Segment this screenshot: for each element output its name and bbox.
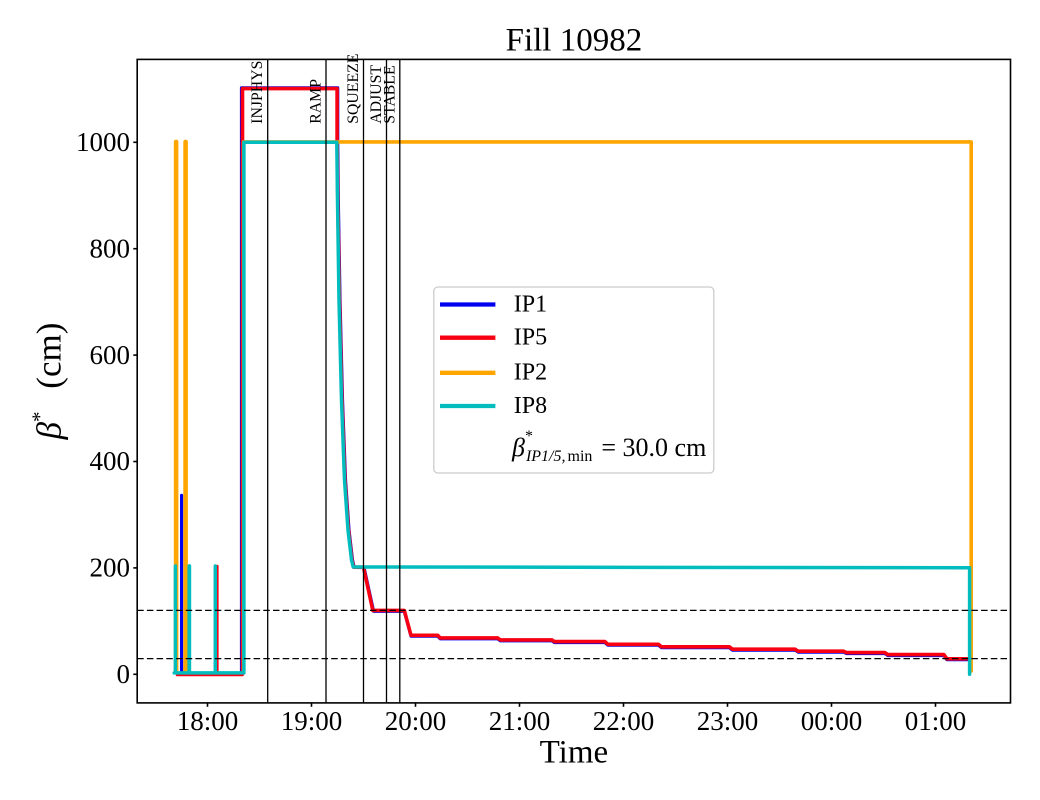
svg-text:STABLE: STABLE [381, 65, 398, 123]
svg-text:0: 0 [117, 659, 131, 689]
svg-text:IP5: IP5 [514, 325, 547, 351]
svg-text:1000: 1000 [76, 127, 130, 157]
svg-text:Fill 10982: Fill 10982 [506, 23, 643, 59]
svg-text:600: 600 [90, 340, 131, 370]
svg-text:19:00: 19:00 [281, 706, 343, 736]
svg-text:SQUEEZE: SQUEEZE [345, 54, 362, 124]
svg-text:200: 200 [90, 553, 131, 583]
svg-text:Time: Time [540, 735, 608, 771]
svg-text:23:00: 23:00 [697, 706, 759, 736]
svg-text:RAMP: RAMP [308, 79, 325, 124]
svg-text:01:00: 01:00 [905, 706, 967, 736]
svg-text:β* (cm): β* (cm) [28, 323, 69, 441]
svg-text:22:00: 22:00 [593, 706, 655, 736]
svg-text:21:00: 21:00 [489, 706, 551, 736]
svg-text:800: 800 [90, 233, 131, 263]
svg-text:INJPHYS: INJPHYS [249, 61, 266, 124]
svg-text:IP8: IP8 [514, 393, 547, 419]
svg-text:β*IP1/5,min= 30.0 cm: β* IP1/5, min = 30.0 cm [511, 428, 706, 465]
svg-text:IP2: IP2 [514, 360, 547, 386]
svg-text:18:00: 18:00 [177, 706, 239, 736]
svg-text:400: 400 [90, 446, 131, 476]
svg-text:ADJUST: ADJUST [368, 65, 385, 124]
svg-text:00:00: 00:00 [801, 706, 863, 736]
svg-text:20:00: 20:00 [385, 706, 447, 736]
svg-text:IP1: IP1 [514, 291, 547, 317]
